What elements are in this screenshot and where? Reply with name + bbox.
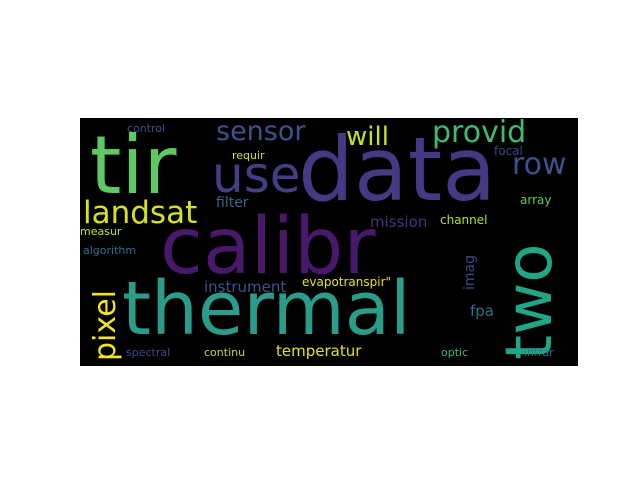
word-will: will [346, 122, 389, 152]
word-control: control [127, 122, 166, 135]
word-evapotranspir: evapotranspir" [302, 275, 392, 289]
word-row: row [512, 147, 567, 182]
word-use: use [212, 146, 301, 204]
word-temperatur: temperatur [276, 342, 362, 360]
word-thermal: thermal [122, 266, 411, 352]
word-infrar: infrar [524, 346, 554, 359]
word-provid: provid [432, 118, 527, 150]
word-pixel: pixel [88, 289, 123, 361]
word-data: data [298, 118, 497, 221]
word-filter: filter [216, 195, 249, 211]
word-optic: optic [441, 346, 469, 359]
word-array: array [520, 193, 552, 207]
word-calibr: calibr [160, 202, 376, 292]
word-measur: measur [80, 225, 122, 238]
word-channel: channel [440, 213, 488, 227]
word-sensor: sensor [216, 118, 306, 147]
word-focal: focal [494, 144, 523, 158]
word-imag: imag [462, 255, 478, 290]
word-algorithm: algorithm [83, 244, 137, 257]
word-two: two [493, 243, 567, 360]
word-requir: requir [232, 149, 265, 162]
word-landsat: landsat [83, 195, 198, 231]
word-fpa: fpa [470, 302, 494, 320]
word-tir: tir [90, 119, 177, 212]
word-spectral: spectral [126, 346, 171, 359]
word-continu: continu [204, 346, 246, 359]
word-cloud: data thermal calibr tir two use landsat … [80, 118, 578, 366]
word-mission: mission [370, 213, 428, 231]
word-instrument: instrument [204, 278, 287, 296]
